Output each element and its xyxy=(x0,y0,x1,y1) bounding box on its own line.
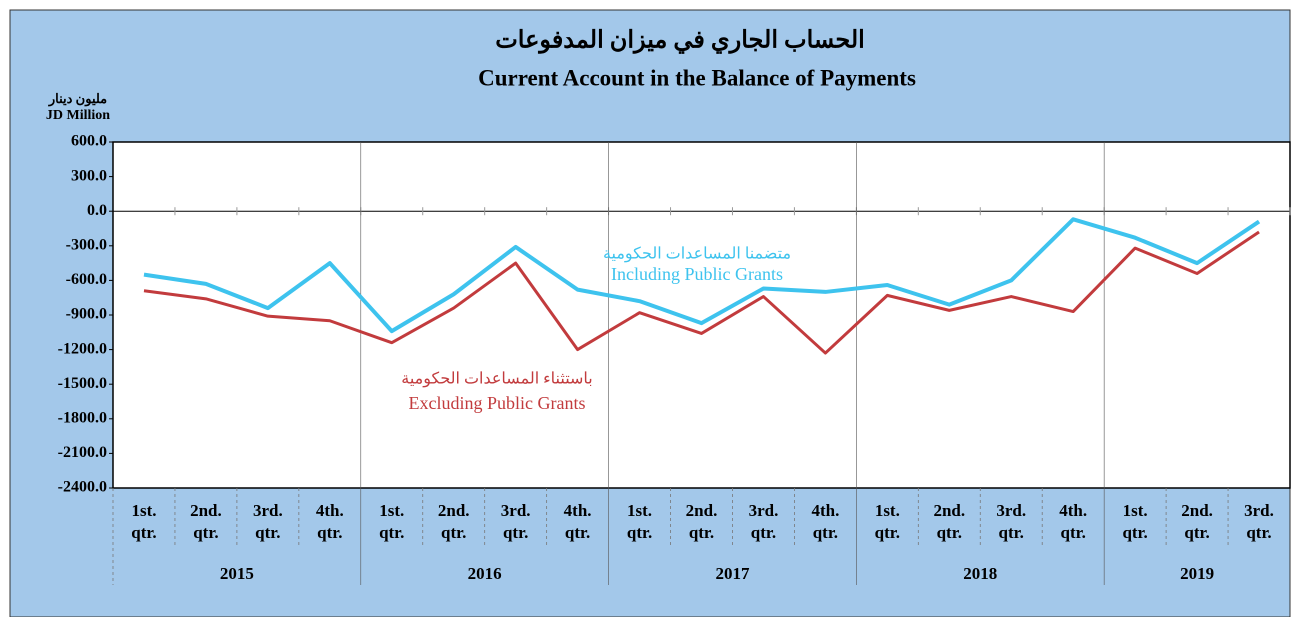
y-tick-label: 0.0 xyxy=(87,202,107,219)
x-tick-label: 2nd. qtr. xyxy=(437,501,470,542)
x-tick-label: 2nd. qtr. xyxy=(933,501,966,542)
x-tick-label: 1st. qtr. xyxy=(379,501,405,542)
x-tick-label: 3rd. qtr. xyxy=(252,501,283,542)
series-line xyxy=(143,230,1260,355)
x-tick-label: 1st. qtr. xyxy=(131,501,157,542)
series-label: Including Public Grants xyxy=(611,264,783,284)
plot-area xyxy=(112,141,1291,489)
x-group-label: 2016 xyxy=(468,564,502,583)
x-group-label: 2018 xyxy=(963,564,997,583)
x-tick-label: 4th. qtr. xyxy=(1059,501,1088,542)
x-group-label: 2019 xyxy=(1180,564,1214,583)
series-line xyxy=(143,217,1261,334)
x-tick-label: 1st. qtr. xyxy=(626,501,653,542)
y-tick-label: -1200.0 xyxy=(58,340,107,357)
x-tick-label: 3rd. qtr. xyxy=(1244,501,1274,542)
x-tick-label: 2nd. qtr. xyxy=(685,501,718,542)
x-tick-label: 3rd. qtr. xyxy=(996,501,1027,542)
y-tick-label: 600.0 xyxy=(71,133,107,150)
x-tick-label: 3rd. qtr. xyxy=(500,501,531,542)
y-label-ar: مليون دينار xyxy=(48,91,107,107)
y-tick-label: -300.0 xyxy=(66,236,107,253)
x-tick-label: 4th. qtr. xyxy=(811,501,840,542)
y-tick-label: -900.0 xyxy=(66,306,107,323)
series-label: Excluding Public Grants xyxy=(409,393,586,413)
x-tick-label: 1st. qtr. xyxy=(874,501,900,542)
y-tick-label: -2100.0 xyxy=(58,444,107,461)
y-tick-label: -1800.0 xyxy=(58,409,107,426)
x-tick-label: 1st. qtr. xyxy=(1122,501,1148,542)
x-tick-label: 3rd. qtr. xyxy=(748,501,779,542)
y-label: JD Million xyxy=(46,108,110,123)
title-ar: الحساب الجاري في ميزان المدفوعات xyxy=(495,28,865,55)
y-tick-label: -2400.0 xyxy=(58,479,107,496)
series-label-ar: باستثناء المساعدات الحكومية xyxy=(401,371,593,388)
x-tick-label: 4th. qtr. xyxy=(563,501,592,542)
x-tick-label: 4th. qtr. xyxy=(315,501,344,542)
series-label-ar: متضمنا المساعدات الحكومية xyxy=(603,246,791,263)
x-tick-label: 2nd. qtr. xyxy=(190,501,222,542)
y-tick-label: 300.0 xyxy=(71,167,107,184)
y-tick-label: -1500.0 xyxy=(58,375,107,392)
x-group-label: 2017 xyxy=(715,564,750,583)
x-group-label: 2015 xyxy=(220,564,254,583)
title: Current Account in the Balance of Paymen… xyxy=(478,65,916,90)
y-tick-label: -600.0 xyxy=(66,271,107,288)
x-tick-label: 2nd. qtr. xyxy=(1181,501,1213,542)
